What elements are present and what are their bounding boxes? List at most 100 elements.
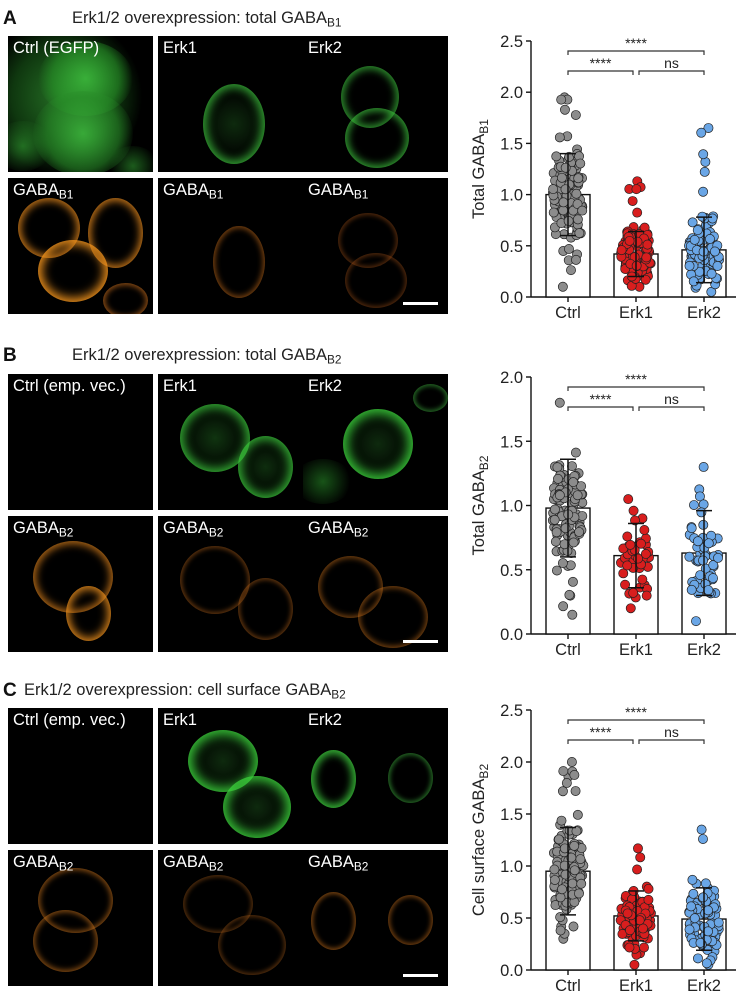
y-tick-label: 2.0 — [500, 369, 523, 387]
data-point — [634, 915, 645, 926]
data-point — [713, 552, 723, 563]
data-point — [703, 905, 714, 916]
data-point — [572, 809, 583, 820]
y-tick-label: 0.0 — [500, 962, 523, 980]
image-label: Ctrl (emp. vec.) — [13, 711, 126, 729]
data-point — [568, 921, 579, 932]
x-tick-label: Erk1 — [619, 641, 653, 659]
data-point — [638, 923, 648, 934]
data-point — [566, 757, 577, 767]
data-point — [703, 926, 713, 937]
image-label: GABAB1 — [13, 181, 73, 200]
receptor-main: GABA — [308, 853, 354, 871]
y-tick-label: 1.5 — [500, 806, 523, 824]
receptor-sub: B2 — [58, 859, 74, 874]
data-point — [571, 826, 582, 837]
y-tick-label: 1.0 — [500, 187, 523, 205]
panel-title-sub: B2 — [331, 687, 346, 702]
data-point — [630, 515, 640, 526]
receptor-sub: B2 — [58, 525, 74, 540]
significance-label: **** — [590, 391, 612, 407]
data-point — [567, 609, 578, 620]
data-point — [567, 878, 578, 889]
data-point — [700, 878, 711, 889]
image-erk1-receptor: GABAB2 — [158, 850, 303, 986]
data-point — [639, 525, 650, 535]
image-label: Erk1 — [163, 377, 197, 395]
data-point — [624, 942, 635, 953]
data-point — [689, 500, 699, 510]
image-label: Ctrl (emp. vec.) — [13, 377, 126, 395]
y-tick-label: 2.5 — [500, 33, 523, 51]
data-point — [553, 473, 563, 484]
data-point — [548, 184, 559, 195]
data-point — [642, 239, 653, 250]
data-point — [686, 523, 697, 534]
data-point — [695, 937, 706, 948]
data-point — [550, 504, 560, 515]
data-point — [698, 892, 709, 903]
data-point — [557, 786, 568, 797]
data-point — [706, 268, 717, 279]
receptor-main: GABA — [13, 519, 59, 537]
data-point — [577, 205, 588, 216]
receptor-main: GABA — [308, 181, 354, 199]
significance-label: **** — [625, 371, 647, 387]
y-axis-label: Total GABAB2 — [470, 455, 491, 555]
data-point — [703, 538, 714, 549]
significance-bracket — [567, 406, 634, 411]
data-point — [556, 815, 567, 826]
significance-label: **** — [590, 55, 612, 71]
data-point — [553, 834, 564, 845]
data-point — [564, 244, 574, 254]
receptor-sub: B1 — [208, 187, 224, 202]
data-point — [707, 213, 718, 224]
image-erk2-receptor: GABAB2 — [303, 516, 448, 652]
data-point — [568, 576, 578, 587]
data-point — [632, 864, 643, 875]
data-point — [687, 217, 698, 228]
data-point — [696, 824, 707, 835]
data-point — [632, 207, 643, 218]
data-point — [625, 925, 635, 936]
data-point — [713, 917, 724, 928]
data-point — [689, 913, 700, 924]
image-erk2-receptor: GABAB1 — [303, 178, 448, 314]
image-erk1-receptor: GABAB1 — [158, 178, 303, 314]
data-point — [560, 523, 571, 534]
data-point — [636, 538, 646, 549]
data-point — [576, 481, 587, 492]
data-point — [693, 953, 703, 964]
image-label: GABAB2 — [13, 853, 73, 872]
data-point — [564, 589, 575, 600]
data-point — [556, 94, 567, 105]
significance-bracket — [567, 386, 705, 391]
data-point — [688, 888, 699, 899]
y-tick-label: 2.5 — [500, 702, 523, 720]
image-ctrl-receptor: GABAB2 — [8, 850, 153, 986]
data-point — [548, 207, 559, 218]
data-point — [554, 397, 565, 408]
data-point — [573, 173, 584, 184]
scale-bar — [403, 640, 438, 643]
data-point — [712, 261, 723, 271]
panel-title-main: Erk1/2 overexpression: cell surface GABA — [24, 681, 332, 699]
data-point — [569, 865, 580, 876]
data-point — [555, 912, 566, 923]
data-point — [568, 477, 579, 488]
data-point — [560, 162, 571, 173]
image-erk2-egfp: Erk2 — [303, 36, 448, 172]
data-point — [554, 132, 565, 143]
data-point — [549, 514, 560, 525]
data-point — [703, 585, 714, 596]
data-point — [622, 560, 633, 571]
data-point — [708, 573, 718, 584]
receptor-sub: B2 — [208, 859, 224, 874]
data-point — [569, 770, 580, 780]
data-point — [637, 574, 648, 585]
significance-label: ns — [664, 724, 679, 740]
data-point — [643, 883, 654, 894]
data-point — [558, 197, 569, 208]
data-point — [628, 587, 639, 598]
scale-bar — [403, 302, 438, 305]
